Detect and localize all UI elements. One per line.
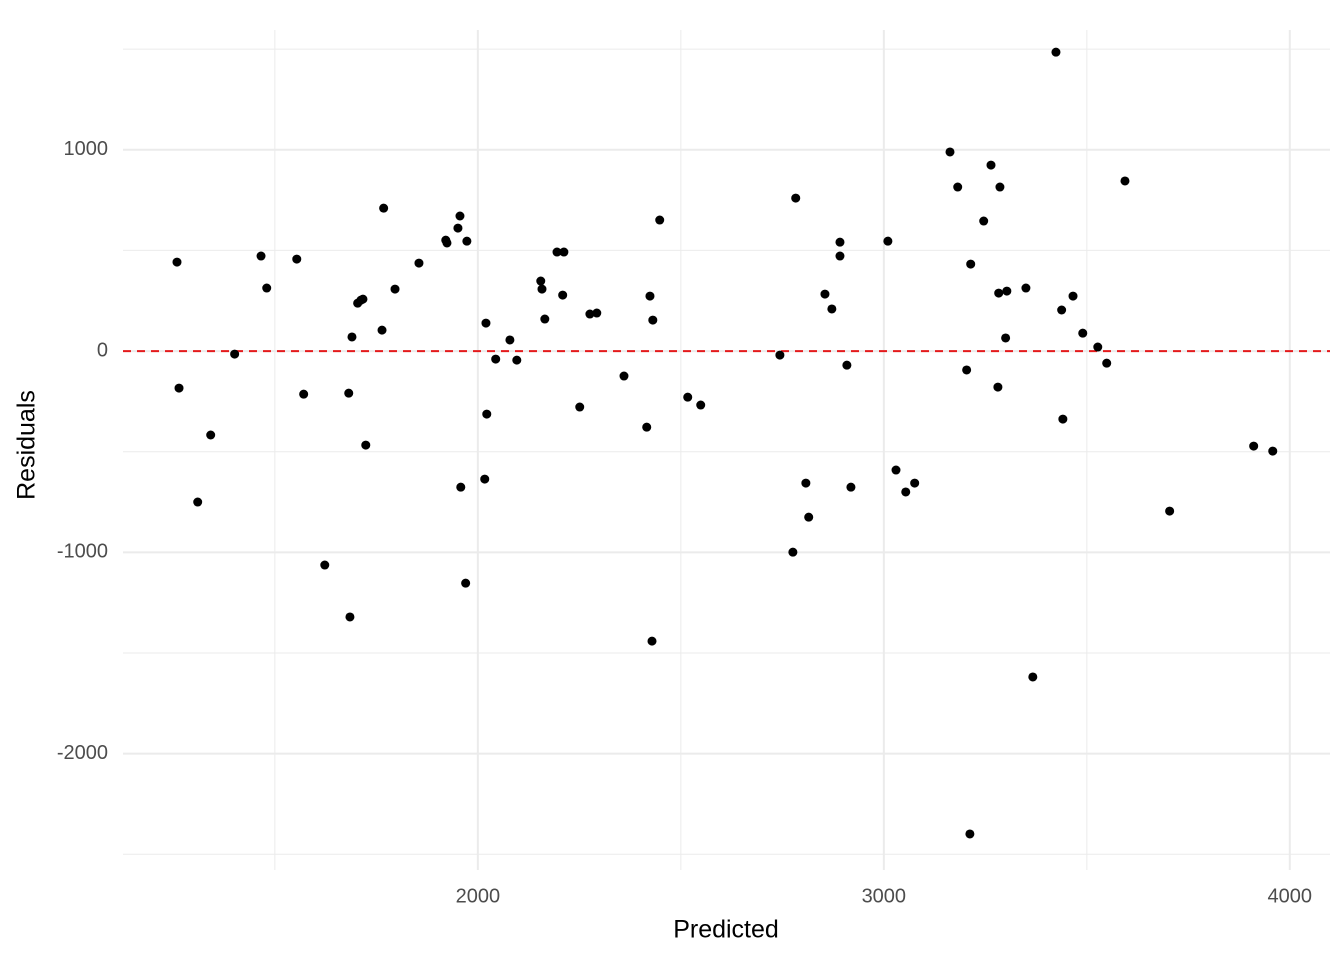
point <box>230 349 240 359</box>
y-tick-label: -2000 <box>57 742 108 764</box>
point <box>575 402 585 412</box>
point <box>377 325 387 335</box>
point <box>482 409 492 419</box>
point <box>994 288 1004 298</box>
point <box>883 236 893 246</box>
point <box>379 203 389 213</box>
point <box>775 350 785 360</box>
point <box>536 276 546 286</box>
point <box>827 304 837 314</box>
point <box>986 160 996 170</box>
point <box>619 371 629 381</box>
point <box>455 211 465 221</box>
point <box>642 422 652 432</box>
point <box>1120 176 1130 186</box>
point <box>1249 441 1259 451</box>
point <box>993 382 1003 392</box>
point <box>390 284 400 294</box>
y-axis-title: Residuals <box>13 390 41 500</box>
point <box>965 829 975 839</box>
point <box>1057 305 1067 315</box>
point <box>645 291 655 301</box>
point <box>953 182 963 192</box>
point <box>414 258 424 268</box>
point <box>655 215 665 225</box>
point <box>945 147 955 157</box>
point <box>995 182 1005 192</box>
point <box>480 474 490 484</box>
point <box>193 497 203 507</box>
y-tick-label: 1000 <box>64 138 109 160</box>
point <box>512 355 522 365</box>
point <box>320 560 330 570</box>
y-tick-label: -1000 <box>57 541 108 563</box>
point <box>683 392 693 402</box>
point <box>299 389 309 399</box>
point <box>1268 446 1278 456</box>
point <box>462 236 472 246</box>
point <box>347 332 357 342</box>
point <box>537 284 547 294</box>
point <box>361 440 371 450</box>
point <box>262 283 272 293</box>
x-tick-label: 3000 <box>862 885 907 907</box>
point <box>174 383 184 393</box>
point <box>791 193 801 203</box>
point <box>456 482 466 492</box>
point <box>559 247 569 257</box>
point <box>344 388 354 398</box>
x-axis-title: Predicted <box>673 916 779 944</box>
point <box>292 254 302 264</box>
point <box>910 478 920 488</box>
point <box>891 465 901 475</box>
point <box>648 315 658 325</box>
point <box>505 335 515 345</box>
point <box>1068 291 1078 301</box>
point <box>358 294 368 304</box>
x-tick-label: 4000 <box>1268 885 1313 907</box>
point <box>461 578 471 588</box>
point <box>801 478 811 488</box>
point <box>481 318 491 328</box>
point <box>585 309 595 319</box>
point <box>901 487 911 497</box>
point <box>442 238 452 248</box>
point <box>558 290 568 300</box>
point <box>1051 47 1061 57</box>
point <box>256 251 266 261</box>
point <box>206 430 216 440</box>
point <box>1093 342 1103 352</box>
point <box>592 308 602 318</box>
point <box>820 289 830 299</box>
point <box>540 314 550 324</box>
point <box>966 259 976 269</box>
point <box>1001 333 1011 343</box>
point <box>491 354 501 364</box>
point <box>788 547 798 557</box>
point <box>345 612 355 622</box>
point <box>647 636 657 646</box>
point <box>1078 328 1088 338</box>
x-tick-label: 2000 <box>456 885 501 907</box>
point <box>696 400 706 410</box>
point <box>835 251 845 261</box>
point <box>1002 286 1012 296</box>
point <box>962 365 972 375</box>
point <box>846 482 856 492</box>
point <box>842 360 852 370</box>
point <box>1021 283 1031 293</box>
point <box>1028 672 1038 682</box>
point <box>172 257 182 267</box>
point <box>1058 414 1068 424</box>
point <box>1102 358 1112 368</box>
point <box>453 223 463 233</box>
point <box>552 247 562 257</box>
point <box>804 512 814 522</box>
y-tick-label: 0 <box>97 339 108 361</box>
point <box>1165 506 1175 516</box>
point <box>835 237 845 247</box>
point <box>979 216 989 226</box>
